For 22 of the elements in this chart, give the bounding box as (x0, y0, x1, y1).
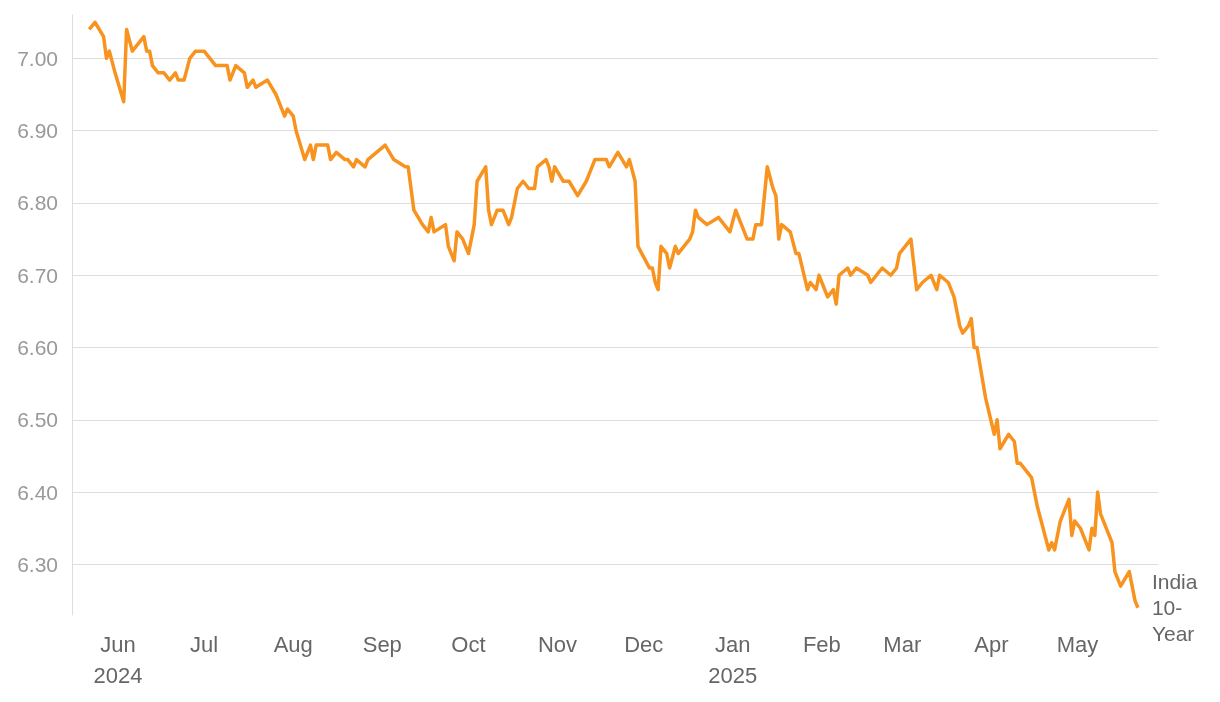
x-tick-label: Aug (273, 632, 313, 657)
x-tick-label: Feb (802, 632, 841, 657)
x-tick-label: Mar (883, 632, 922, 657)
x-tick-label: Oct (451, 632, 486, 657)
y-tick-label: 7.00 (17, 46, 58, 70)
x-tick-label: Jun 2024 (93, 632, 143, 688)
y-tick-label: 6.90 (17, 119, 58, 143)
x-tick-label: Dec (624, 632, 664, 657)
line-series (87, 20, 1140, 610)
y-tick-label: 6.80 (17, 191, 58, 215)
y-tick-label: 6.60 (17, 336, 58, 360)
x-tick-label: May (1056, 632, 1099, 657)
x-tick-label: Apr (974, 632, 1009, 657)
x-tick-label: Jan 2025 (708, 632, 758, 688)
y-tick-label: 6.70 (17, 263, 58, 287)
y-tick-label: 6.50 (17, 408, 58, 432)
y-tick-label: 6.30 (17, 552, 58, 576)
series-label: India 10-Year (1151, 570, 1198, 646)
x-tick-label: Jul (190, 632, 219, 657)
x-tick-label: Sep (362, 632, 402, 657)
x-tick-label: Nov (537, 632, 578, 657)
y-tick-label: 6.40 (17, 480, 58, 504)
